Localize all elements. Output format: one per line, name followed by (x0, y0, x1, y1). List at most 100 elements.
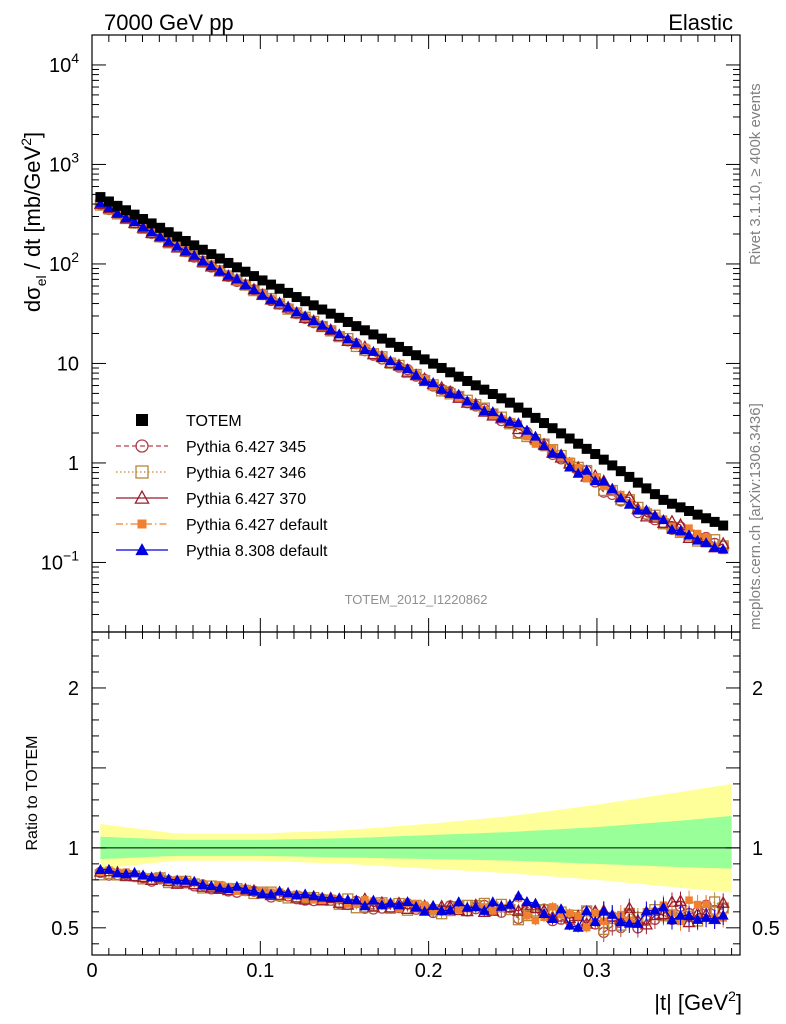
data-point (574, 912, 582, 920)
data-point (454, 906, 463, 914)
data-point (172, 231, 183, 242)
data-point (572, 467, 584, 478)
data-point (376, 333, 387, 344)
ratio-y-axis: 2 2 1 1 0.5 0.5 (51, 639, 780, 945)
data-point (675, 525, 687, 536)
data-point (376, 899, 388, 910)
data-point (581, 464, 593, 475)
legend-marker (135, 465, 149, 479)
legend-entry: Pythia 6.427 default (116, 517, 328, 534)
data-point (188, 875, 200, 886)
data-point (419, 354, 430, 365)
data-point (205, 260, 217, 271)
data-point (206, 249, 217, 260)
data-point (632, 504, 644, 515)
data-point (342, 316, 353, 327)
data-point (709, 541, 721, 552)
legend-marker (135, 543, 149, 556)
stat-uncertainty-band (100, 815, 732, 869)
svg-text:dσel / dt [mb/GeV2]: dσel / dt [mb/GeV2] (18, 132, 49, 312)
data-point (453, 371, 464, 382)
data-point (111, 867, 123, 878)
data-point (94, 197, 106, 208)
data-point (581, 443, 592, 454)
data-point (154, 230, 166, 241)
data-point (632, 917, 644, 928)
data-point (606, 482, 618, 493)
data-point (368, 329, 379, 340)
legend-label: Pythia 6.427 346 (186, 465, 306, 482)
data-point (649, 509, 661, 520)
data-point (428, 358, 439, 369)
data-point (615, 466, 626, 477)
data-point (393, 341, 404, 352)
data-point (400, 901, 415, 914)
y-tick-label: 104 (49, 50, 79, 77)
data-point (180, 245, 192, 256)
data-point (342, 333, 354, 344)
data-point (487, 896, 499, 907)
data-point (598, 905, 610, 916)
data-point (94, 864, 106, 875)
data-point (709, 516, 720, 527)
data-point (308, 315, 320, 326)
data-point (445, 367, 456, 378)
data-point (367, 345, 379, 356)
data-point (487, 388, 498, 399)
data-point (591, 909, 599, 918)
data-point (640, 905, 652, 916)
data-point (640, 504, 652, 515)
data-point (564, 919, 576, 930)
data-point (308, 300, 319, 311)
data-point (393, 360, 405, 371)
data-point (146, 226, 158, 237)
data-point (95, 192, 106, 203)
data-point (325, 324, 337, 335)
data-point (700, 911, 712, 922)
data-point (453, 388, 465, 399)
data-point (623, 498, 635, 509)
data-point (411, 350, 422, 361)
data-point (299, 310, 311, 321)
y-tick-label-right: 1 (752, 838, 763, 860)
data-point (420, 901, 429, 909)
y-tick-label: 102 (49, 249, 79, 276)
data-point (214, 265, 226, 276)
data-point (351, 321, 362, 332)
data-point (531, 916, 540, 925)
data-point (266, 279, 277, 290)
legend-entry: Pythia 6.427 345 (116, 439, 306, 456)
data-point (291, 306, 303, 317)
data-point (693, 900, 702, 909)
legend-entry: Pythia 6.427 370 (116, 489, 306, 508)
data-point (223, 257, 234, 268)
data-point (333, 892, 345, 903)
data-point (538, 908, 550, 919)
data-point (462, 375, 473, 386)
data-point (590, 449, 601, 460)
data-point (344, 900, 352, 908)
header-right: Elastic (668, 10, 733, 35)
data-point (367, 894, 379, 905)
data-point (656, 907, 671, 920)
data-point (197, 878, 209, 889)
data-point (572, 921, 584, 932)
data-point (155, 222, 166, 233)
data-point (649, 489, 660, 500)
main-plot-area (93, 192, 730, 555)
y-tick-label: 10−1 (41, 547, 79, 574)
data-point (359, 325, 370, 336)
data-point (171, 240, 183, 251)
data-point (274, 283, 285, 294)
x-tick-label: 0 (86, 960, 97, 982)
data-point (350, 337, 362, 348)
data-point (171, 874, 183, 885)
data-point (657, 901, 669, 912)
data-point (189, 240, 200, 251)
data-point (334, 312, 345, 323)
data-point (419, 375, 431, 386)
data-point (478, 904, 490, 915)
legend-marker (135, 439, 149, 453)
data-point (291, 292, 302, 303)
data-point (359, 344, 371, 355)
